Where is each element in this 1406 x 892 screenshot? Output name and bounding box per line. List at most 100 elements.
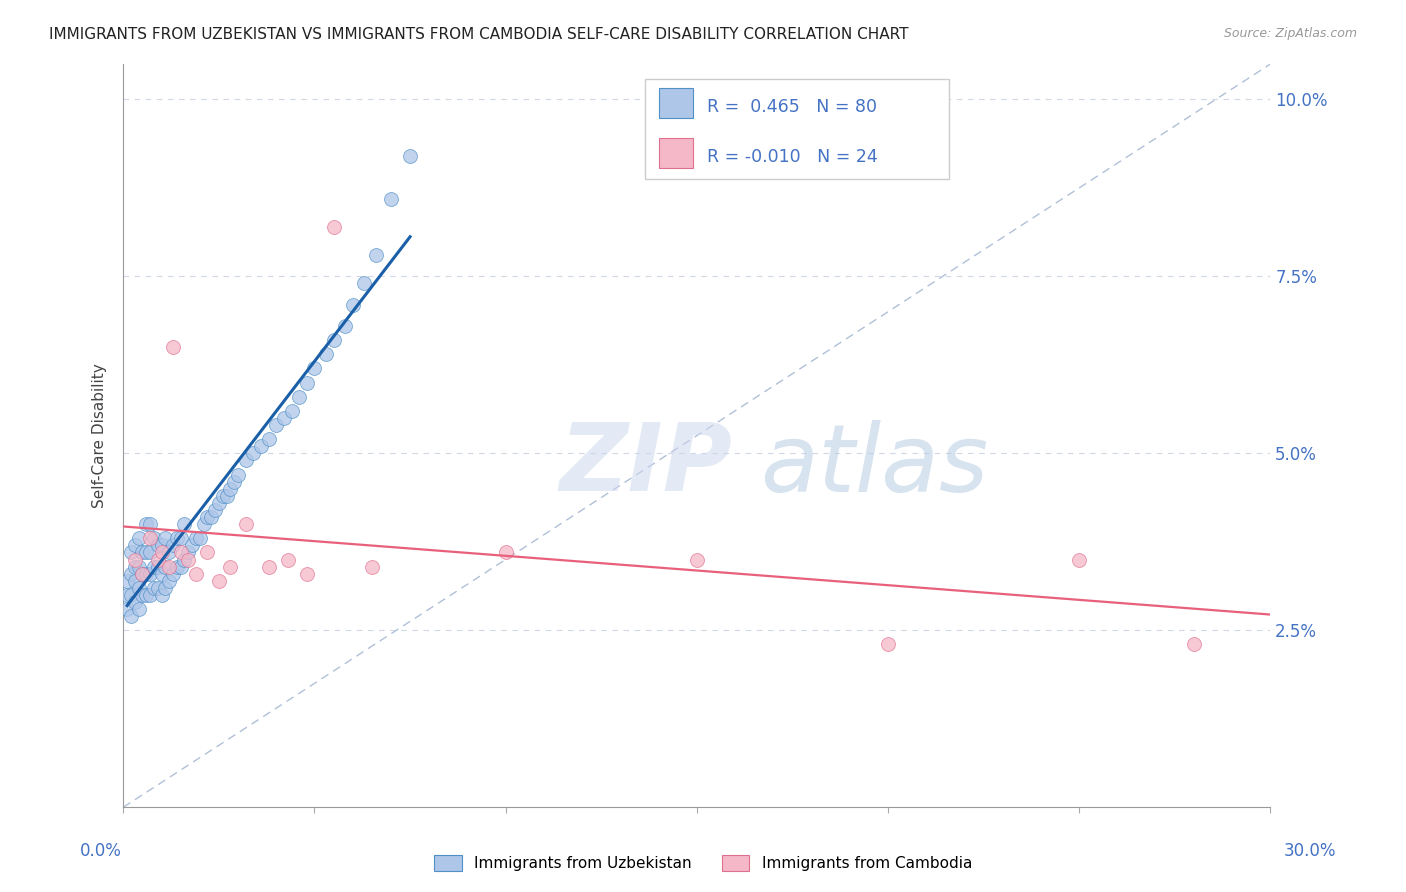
- Point: [139, 566, 162, 581]
- Point: [155, 559, 177, 574]
- Point: [139, 517, 162, 532]
- Point: [115, 574, 138, 588]
- Point: [131, 588, 153, 602]
- Point: [131, 566, 153, 581]
- Point: [124, 538, 146, 552]
- Point: [1069, 552, 1091, 566]
- Bar: [659, 87, 693, 118]
- Text: Source: ZipAtlas.com: Source: ZipAtlas.com: [1223, 27, 1357, 40]
- Point: [128, 581, 150, 595]
- Point: [150, 588, 173, 602]
- Point: [115, 588, 138, 602]
- Point: [495, 545, 517, 559]
- Point: [177, 552, 200, 566]
- Point: [1182, 637, 1205, 651]
- Text: R = -0.010   N = 24: R = -0.010 N = 24: [707, 148, 877, 166]
- Legend: Immigrants from Uzbekistan, Immigrants from Cambodia: Immigrants from Uzbekistan, Immigrants f…: [434, 855, 972, 871]
- Point: [120, 588, 142, 602]
- Point: [242, 446, 264, 460]
- Point: [295, 566, 318, 581]
- Point: [280, 404, 302, 418]
- Point: [131, 566, 153, 581]
- Point: [169, 545, 191, 559]
- Text: atlas: atlas: [759, 420, 988, 511]
- Point: [215, 489, 238, 503]
- Point: [273, 411, 295, 425]
- Point: [342, 298, 364, 312]
- Point: [169, 531, 191, 545]
- Point: [399, 149, 422, 163]
- Point: [155, 581, 177, 595]
- Point: [150, 545, 173, 559]
- Point: [257, 559, 280, 574]
- Point: [235, 453, 257, 467]
- Point: [204, 503, 226, 517]
- Point: [162, 566, 184, 581]
- Point: [142, 531, 165, 545]
- Y-axis label: Self-Care Disability: Self-Care Disability: [93, 363, 107, 508]
- Point: [264, 417, 287, 432]
- Text: 30.0%: 30.0%: [1284, 842, 1337, 860]
- Point: [364, 248, 387, 262]
- Point: [139, 545, 162, 559]
- Point: [120, 566, 142, 581]
- Point: [128, 559, 150, 574]
- Point: [173, 552, 195, 566]
- Point: [146, 581, 169, 595]
- Point: [173, 517, 195, 532]
- Point: [193, 517, 215, 532]
- Point: [135, 517, 157, 532]
- Point: [157, 559, 180, 574]
- Point: [360, 559, 382, 574]
- Point: [295, 376, 318, 390]
- Point: [124, 595, 146, 609]
- Point: [250, 439, 273, 453]
- Point: [200, 510, 222, 524]
- Point: [120, 609, 142, 624]
- Point: [135, 545, 157, 559]
- Point: [380, 192, 402, 206]
- Point: [184, 566, 207, 581]
- Point: [333, 318, 356, 333]
- Point: [120, 545, 142, 559]
- Point: [219, 559, 242, 574]
- Point: [131, 545, 153, 559]
- Point: [146, 559, 169, 574]
- Point: [211, 489, 233, 503]
- Point: [353, 277, 375, 291]
- Point: [150, 538, 173, 552]
- Point: [146, 538, 169, 552]
- Point: [166, 559, 188, 574]
- Point: [135, 566, 157, 581]
- Point: [315, 347, 337, 361]
- Point: [322, 219, 344, 234]
- Point: [146, 552, 169, 566]
- Point: [162, 340, 184, 354]
- Point: [226, 467, 249, 482]
- Point: [208, 496, 231, 510]
- Point: [277, 552, 299, 566]
- Point: [128, 531, 150, 545]
- Point: [157, 545, 180, 559]
- Point: [139, 588, 162, 602]
- Point: [181, 538, 204, 552]
- Point: [166, 531, 188, 545]
- Point: [197, 545, 219, 559]
- Point: [184, 531, 207, 545]
- Point: [115, 602, 138, 616]
- Point: [188, 531, 211, 545]
- Point: [135, 588, 157, 602]
- FancyBboxPatch shape: [645, 78, 949, 179]
- Point: [224, 475, 246, 489]
- Point: [177, 545, 200, 559]
- Point: [128, 602, 150, 616]
- Point: [686, 552, 709, 566]
- Point: [877, 637, 900, 651]
- Point: [162, 538, 184, 552]
- Text: IMMIGRANTS FROM UZBEKISTAN VS IMMIGRANTS FROM CAMBODIA SELF-CARE DISABILITY CORR: IMMIGRANTS FROM UZBEKISTAN VS IMMIGRANTS…: [49, 27, 908, 42]
- Point: [142, 559, 165, 574]
- Point: [322, 333, 344, 347]
- Point: [155, 531, 177, 545]
- Point: [124, 574, 146, 588]
- Point: [197, 510, 219, 524]
